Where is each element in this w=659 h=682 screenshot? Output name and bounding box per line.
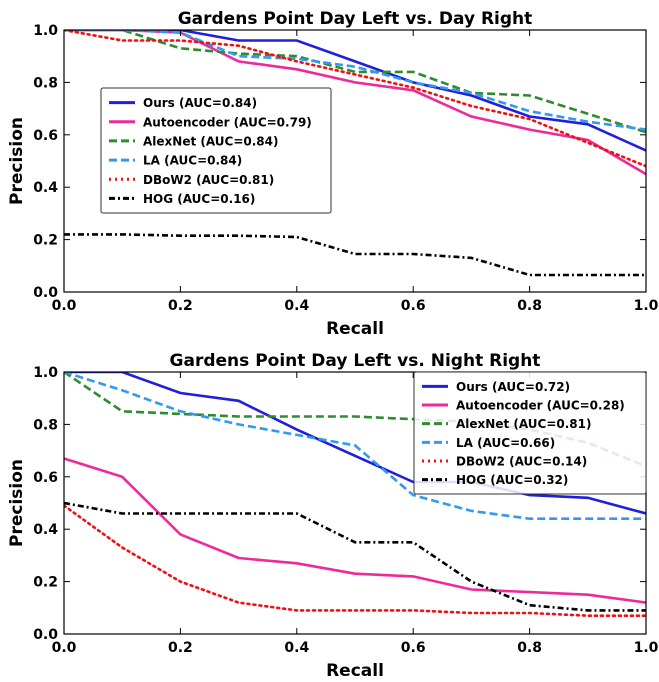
x-tick-label: 0.4 <box>284 298 309 314</box>
x-tick-label: 0.0 <box>52 298 77 314</box>
x-tick-label: 0.8 <box>517 640 542 656</box>
legend-box <box>413 371 647 495</box>
legend-entry-5: DBoW2 (AUC=0.14) <box>456 455 587 469</box>
legend-entry-6: HOG (AUC=0.16) <box>143 192 255 206</box>
legend-box <box>100 87 332 214</box>
y-tick-label: 0.2 <box>33 233 58 249</box>
y-tick-label: 1.0 <box>33 23 58 39</box>
series-line-3 <box>64 30 646 134</box>
series-line-4 <box>64 30 646 131</box>
legend-entry-3: AlexNet (AUC=0.84) <box>143 134 278 148</box>
legend-entry-6: HOG (AUC=0.32) <box>456 473 568 487</box>
y-tick-label: 1.0 <box>33 365 58 381</box>
x-axis-label: Recall <box>326 661 384 681</box>
y-axis-label: Precision <box>7 459 27 547</box>
chart-title: Gardens Point Day Left vs. Day Right <box>178 9 533 29</box>
y-tick-label: 0.6 <box>33 470 58 486</box>
legend-entry-3: AlexNet (AUC=0.81) <box>456 417 591 431</box>
series-line-5 <box>64 30 646 168</box>
series-line-4 <box>64 372 646 521</box>
y-axis-label: Precision <box>7 117 27 205</box>
legend-entry-4: LA (AUC=0.84) <box>143 154 242 168</box>
x-tick-label: 0.6 <box>401 640 426 656</box>
y-tick-label: 0.4 <box>33 522 58 538</box>
legend: Ours (AUC=0.72) Autoencoder (AUC=0.28) Ale… <box>413 371 647 495</box>
chart-2: Gardens Point Day Left vs. Night Right 0.… <box>7 351 659 681</box>
legend-entry-2: Autoencoder (AUC=0.79) <box>143 115 312 129</box>
legend-entry-2: Autoencoder (AUC=0.28) <box>456 399 625 413</box>
x-tick-label: 1.0 <box>634 298 659 314</box>
chart-title: Gardens Point Day Left vs. Night Right <box>170 351 541 371</box>
y-tick-label: 0.8 <box>33 417 58 433</box>
y-tick-label: 0.2 <box>33 575 58 591</box>
plot-frame <box>63 371 647 635</box>
legend-entry-5: DBoW2 (AUC=0.81) <box>143 173 274 187</box>
x-axis-label: Recall <box>326 319 384 339</box>
x-tick-label: 0.2 <box>168 640 193 656</box>
series-line-1 <box>64 372 646 515</box>
y-tick-label: 0.6 <box>33 128 58 144</box>
y-tick-label: 0.0 <box>33 285 58 301</box>
y-tick-label: 0.0 <box>33 627 58 643</box>
y-tick-label: 0.8 <box>33 75 58 91</box>
x-tick-label: 0.8 <box>517 298 542 314</box>
x-tick-label: 0.2 <box>168 298 193 314</box>
legend-entry-1: Ours (AUC=0.72) <box>456 380 570 394</box>
x-tick-label: 0.0 <box>52 640 77 656</box>
y-tick-label: 0.4 <box>33 180 58 196</box>
x-tick-label: 1.0 <box>634 640 659 656</box>
series-line-1 <box>64 30 646 152</box>
series-line-2 <box>64 457 646 604</box>
series-line-6 <box>64 233 646 277</box>
x-tick-label: 0.4 <box>284 640 309 656</box>
series-line-6 <box>64 501 646 612</box>
legend: Ours (AUC=0.84) Autoencoder (AUC=0.79) Ale… <box>100 87 332 214</box>
legend-entry-4: LA (AUC=0.66) <box>456 436 555 450</box>
series-line-5 <box>64 504 646 618</box>
x-tick-label: 0.6 <box>401 298 426 314</box>
legend-entry-1: Ours (AUC=0.84) <box>143 96 257 110</box>
plot-frame <box>63 29 647 293</box>
